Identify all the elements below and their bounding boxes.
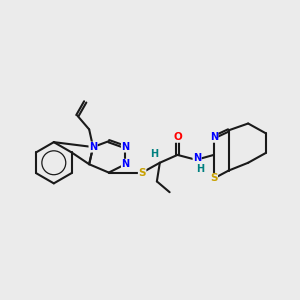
- Text: H: H: [196, 164, 204, 174]
- Text: H: H: [150, 149, 158, 159]
- Text: N: N: [193, 153, 201, 163]
- Text: N: N: [89, 142, 97, 152]
- Text: N: N: [210, 132, 218, 142]
- Text: S: S: [210, 173, 218, 184]
- Text: N: N: [122, 159, 130, 169]
- Text: S: S: [138, 168, 146, 178]
- Text: O: O: [173, 132, 182, 142]
- Text: N: N: [122, 142, 130, 152]
